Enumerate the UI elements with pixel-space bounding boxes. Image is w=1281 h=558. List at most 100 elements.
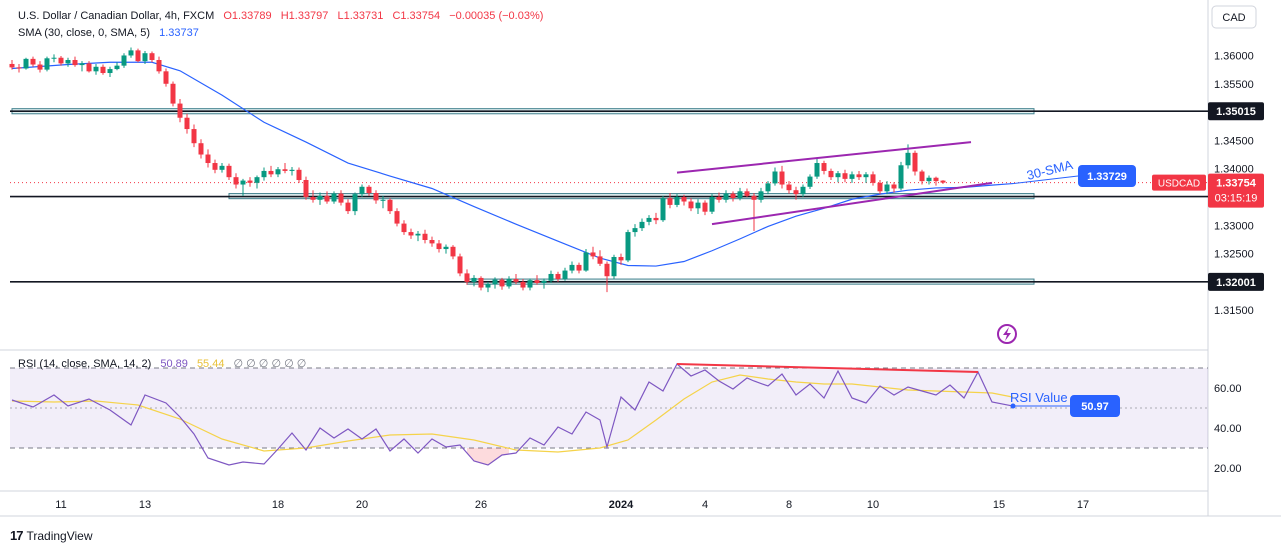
candle-body[interactable] xyxy=(121,55,127,66)
candle-body[interactable] xyxy=(779,171,785,185)
candle-body[interactable] xyxy=(891,184,897,189)
candle-body[interactable] xyxy=(828,170,834,178)
candle-body[interactable] xyxy=(793,190,799,195)
candle-body[interactable] xyxy=(142,53,148,62)
candle-body[interactable] xyxy=(856,174,862,178)
candle-body[interactable] xyxy=(457,256,463,274)
candle-body[interactable] xyxy=(723,193,729,200)
candle-body[interactable] xyxy=(681,196,687,202)
candle-body[interactable] xyxy=(639,221,645,229)
candle-body[interactable] xyxy=(184,117,190,130)
candle-body[interactable] xyxy=(646,217,652,222)
candle-body[interactable] xyxy=(352,194,358,212)
rsi-line[interactable] xyxy=(11,363,1014,466)
candle-body[interactable] xyxy=(835,173,841,178)
candle-body[interactable] xyxy=(940,180,946,183)
candle-body[interactable] xyxy=(898,165,904,189)
candle-body[interactable] xyxy=(303,180,309,197)
candle-body[interactable] xyxy=(58,57,64,64)
candle-body[interactable] xyxy=(359,186,365,195)
candle-body[interactable] xyxy=(331,193,337,202)
candle-body[interactable] xyxy=(289,169,295,171)
candle-body[interactable] xyxy=(583,252,589,271)
candle-body[interactable] xyxy=(324,195,330,202)
candle-body[interactable] xyxy=(562,270,568,280)
candle-body[interactable] xyxy=(30,58,36,65)
candle-body[interactable] xyxy=(65,60,71,64)
candle-body[interactable] xyxy=(604,263,610,277)
candle-body[interactable] xyxy=(730,193,736,199)
candle-body[interactable] xyxy=(37,64,43,70)
candle-body[interactable] xyxy=(849,174,855,179)
candle-body[interactable] xyxy=(128,50,134,56)
candle-body[interactable] xyxy=(198,143,204,155)
candle-body[interactable] xyxy=(86,63,92,72)
sma-tag[interactable] xyxy=(1078,165,1136,187)
candle-body[interactable] xyxy=(93,66,99,72)
candle-body[interactable] xyxy=(478,277,484,288)
candle-body[interactable] xyxy=(737,191,743,199)
candle-body[interactable] xyxy=(625,232,631,261)
candle-body[interactable] xyxy=(177,103,183,118)
candle-body[interactable] xyxy=(709,196,715,212)
candle-body[interactable] xyxy=(485,284,491,288)
candle-body[interactable] xyxy=(51,57,57,59)
candle-body[interactable] xyxy=(296,169,302,180)
rsi-legend[interactable]: RSI (14, close, SMA, 14, 2) 50.89 55.44 … xyxy=(18,357,312,370)
candle-body[interactable] xyxy=(373,193,379,201)
candle-body[interactable] xyxy=(751,195,757,200)
candle-body[interactable] xyxy=(814,163,820,177)
candle-body[interactable] xyxy=(394,211,400,224)
candle-body[interactable] xyxy=(534,280,540,284)
tradingview-logo[interactable]: 17 TradingView xyxy=(10,528,93,543)
candle-body[interactable] xyxy=(842,173,848,179)
candle-body[interactable] xyxy=(338,193,344,203)
rsi-divergence-line[interactable] xyxy=(676,363,979,373)
candle-body[interactable] xyxy=(800,186,806,195)
candle-body[interactable] xyxy=(247,180,253,183)
candle-body[interactable] xyxy=(317,195,323,200)
candle-body[interactable] xyxy=(555,273,561,280)
candle-body[interactable] xyxy=(310,196,316,200)
candle-body[interactable] xyxy=(597,256,603,264)
candle-body[interactable] xyxy=(520,281,526,288)
candle-body[interactable] xyxy=(513,279,519,282)
candle-body[interactable] xyxy=(268,170,274,175)
candle-body[interactable] xyxy=(212,163,218,170)
candle-body[interactable] xyxy=(611,256,617,277)
candle-body[interactable] xyxy=(765,183,771,192)
candle-body[interactable] xyxy=(772,171,778,184)
candle-body[interactable] xyxy=(884,184,890,192)
candle-body[interactable] xyxy=(744,191,750,196)
candle-body[interactable] xyxy=(919,171,925,182)
candle-body[interactable] xyxy=(16,67,22,69)
candle-body[interactable] xyxy=(863,174,869,178)
candle-body[interactable] xyxy=(387,199,393,212)
currency-badge[interactable] xyxy=(1211,5,1257,29)
candle-body[interactable] xyxy=(443,246,449,250)
candle-body[interactable] xyxy=(107,69,113,74)
candle-body[interactable] xyxy=(618,256,624,261)
candle-body[interactable] xyxy=(9,63,15,68)
candle-body[interactable] xyxy=(429,240,435,244)
candle-body[interactable] xyxy=(422,233,428,240)
candle-body[interactable] xyxy=(506,279,512,287)
candle-body[interactable] xyxy=(548,273,554,281)
candle-body[interactable] xyxy=(821,163,827,171)
candle-body[interactable] xyxy=(254,177,260,183)
symbol-title[interactable]: U.S. Dollar / Canadian Dollar, 4h, FXCM xyxy=(18,10,215,22)
candle-body[interactable] xyxy=(170,83,176,104)
candle-body[interactable] xyxy=(933,177,939,182)
candle-body[interactable] xyxy=(415,233,421,236)
candle-body[interactable] xyxy=(492,279,498,285)
candle-body[interactable] xyxy=(436,243,442,250)
candle-body[interactable] xyxy=(275,169,281,175)
sma-legend[interactable]: SMA (30, close, 0, SMA, 5) 1.33737 xyxy=(18,27,205,39)
candle-body[interactable] xyxy=(632,228,638,233)
channel-line[interactable] xyxy=(711,181,993,226)
candle-body[interactable] xyxy=(499,279,505,287)
candle-body[interactable] xyxy=(926,177,932,182)
candle-body[interactable] xyxy=(79,63,85,66)
candle-body[interactable] xyxy=(401,223,407,233)
candle-body[interactable] xyxy=(688,201,694,209)
